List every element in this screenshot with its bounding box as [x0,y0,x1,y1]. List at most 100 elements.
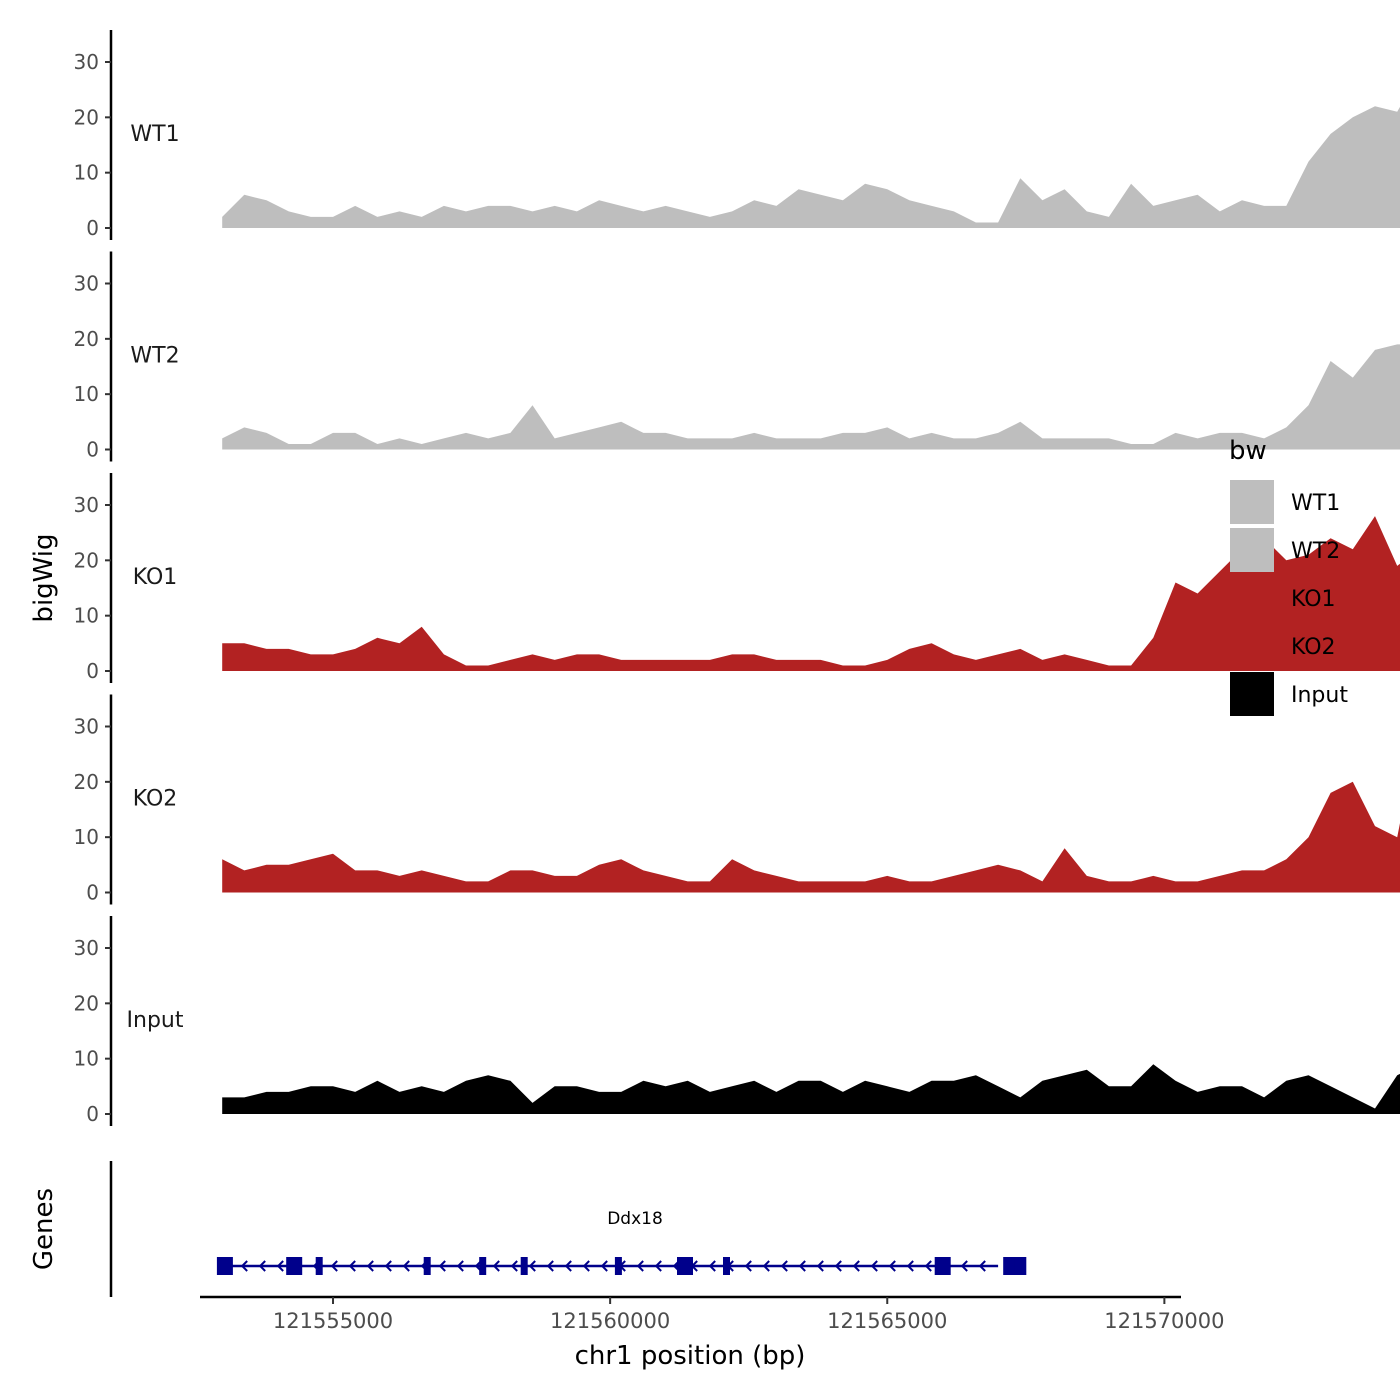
y-tick-label-wt1-30: 30 [74,50,99,74]
strand-arrow [708,1260,716,1272]
x-axis: 121555000 121560000 121565000 121570000 [200,1295,1224,1333]
y-axis-label: bigWig [29,533,59,622]
y-tick-label-wt1-20: 20 [74,105,99,129]
track-label-ko1: KO1 [133,565,178,590]
strand-arrow [240,1260,248,1272]
x-tick-label-121555000: 121555000 [273,1309,393,1333]
strand-arrow [564,1260,572,1272]
legend-title: bw [1229,436,1267,466]
y-tick-label-wt2-10: 10 [74,382,99,406]
track-label-ko2: KO2 [133,787,178,812]
exon-8 [677,1257,693,1275]
y-tick-label-ko2-20: 20 [74,770,99,794]
panel-wt2: 0 10 20 30 WT2 [74,251,1400,462]
area-ko2 [222,781,1400,893]
strand-arrow [258,1260,266,1272]
strand-arrow [438,1260,446,1272]
exon-12 [1014,1257,1027,1275]
strand-arrow [636,1260,644,1272]
strand-arrow [528,1260,536,1272]
strand-arrow [582,1260,590,1272]
y-tick-label-ko2-10: 10 [74,825,99,849]
legend-label-ko1: KO1 [1291,587,1336,612]
x-tick-label-121560000: 121560000 [550,1309,670,1333]
area-wt1 [222,106,1400,228]
legend-swatch-wt2 [1230,528,1274,572]
strand-arrow [798,1260,806,1272]
legend-swatch-ko2 [1230,624,1274,668]
x-axis-label: chr1 position (bp) [575,1341,806,1371]
panel-ko1: 0 10 20 30 KO1 [74,473,1400,683]
exon-10 [934,1257,951,1275]
strand-arrow [402,1260,410,1272]
exon-7 [614,1257,622,1275]
strand-arrow [762,1260,770,1272]
strand-arrow [924,1260,932,1272]
legend-label-ko2: KO2 [1291,635,1336,660]
legend-label-input: Input [1291,683,1348,708]
y-tick-label-input-10: 10 [74,1047,99,1071]
legend: bw WT1 WT2 KO1 KO2 Input [1229,436,1348,716]
exon-6 [520,1257,528,1275]
area-wt2 [222,344,1400,450]
strand-arrow [888,1260,896,1272]
strand-arrow [276,1260,284,1272]
exon-3 [315,1257,323,1275]
strand-arrow [870,1260,878,1272]
track-label-wt2: WT2 [130,344,179,369]
y-tick-label-wt2-20: 20 [74,327,99,351]
legend-swatch-ko1 [1230,576,1274,620]
y-tick-label-ko1-10: 10 [74,604,99,628]
track-label-input: Input [127,1008,184,1033]
track-label-wt1: WT1 [130,122,179,147]
track-panels: 0 10 20 30 WT1 0 10 20 30 WT2 0 10 20 30 KO1 0 10 20 30 KO2… [74,30,1400,1126]
y-tick-label-ko1-20: 20 [74,548,99,572]
strand-arrow [816,1260,824,1272]
y-tick-label-ko2-0: 0 [86,881,99,905]
y-tick-label-input-30: 30 [74,936,99,960]
x-tick-label-121570000: 121570000 [1104,1309,1224,1333]
y-tick-label-wt1-0: 0 [86,216,99,240]
exon-4 [423,1257,431,1275]
strand-arrow [852,1260,860,1272]
y-tick-label-input-20: 20 [74,991,99,1015]
exon-9 [723,1257,730,1275]
legend-swatch-wt1 [1230,480,1274,524]
genes-track-label: Genes [29,1188,59,1270]
strand-arrow [780,1260,788,1272]
panel-input: 0 10 20 30 Input [74,916,1400,1126]
genes-panel: Ddx18 [109,1161,1027,1297]
strand-arrow [906,1260,914,1272]
strand-arrow [960,1260,968,1272]
y-tick-label-ko1-30: 30 [74,493,99,517]
strand-arrow [744,1260,752,1272]
exon-1 [216,1257,233,1275]
y-tick-label-ko1-0: 0 [86,659,99,683]
panel-wt1: 0 10 20 30 WT1 [74,30,1400,240]
strand-arrow [654,1260,662,1272]
strand-arrow [456,1260,464,1272]
gene-name-label: Ddx18 [607,1209,663,1229]
strand-arrow [384,1260,392,1272]
area-ko1 [222,516,1400,671]
exon-5 [479,1257,487,1275]
legend-label-wt2: WT2 [1291,539,1340,564]
y-tick-label-wt1-10: 10 [74,161,99,185]
strand-arrow [510,1260,518,1272]
strand-arrow [978,1260,986,1272]
strand-arrow [330,1260,338,1272]
legend-swatch-input [1230,672,1274,716]
strand-arrow [348,1260,356,1272]
panel-ko2: 0 10 20 30 KO2 [74,694,1400,905]
y-tick-label-input-0: 0 [86,1102,99,1126]
exon-11 [1003,1257,1016,1275]
strand-arrow [834,1260,842,1272]
strand-arrow [366,1260,374,1272]
exon-2 [286,1257,303,1275]
strand-arrow [492,1260,500,1272]
y-tick-label-wt2-0: 0 [86,438,99,462]
x-tick-label-121565000: 121565000 [827,1309,947,1333]
y-tick-label-wt2-30: 30 [74,272,99,296]
area-input [222,1064,1400,1114]
